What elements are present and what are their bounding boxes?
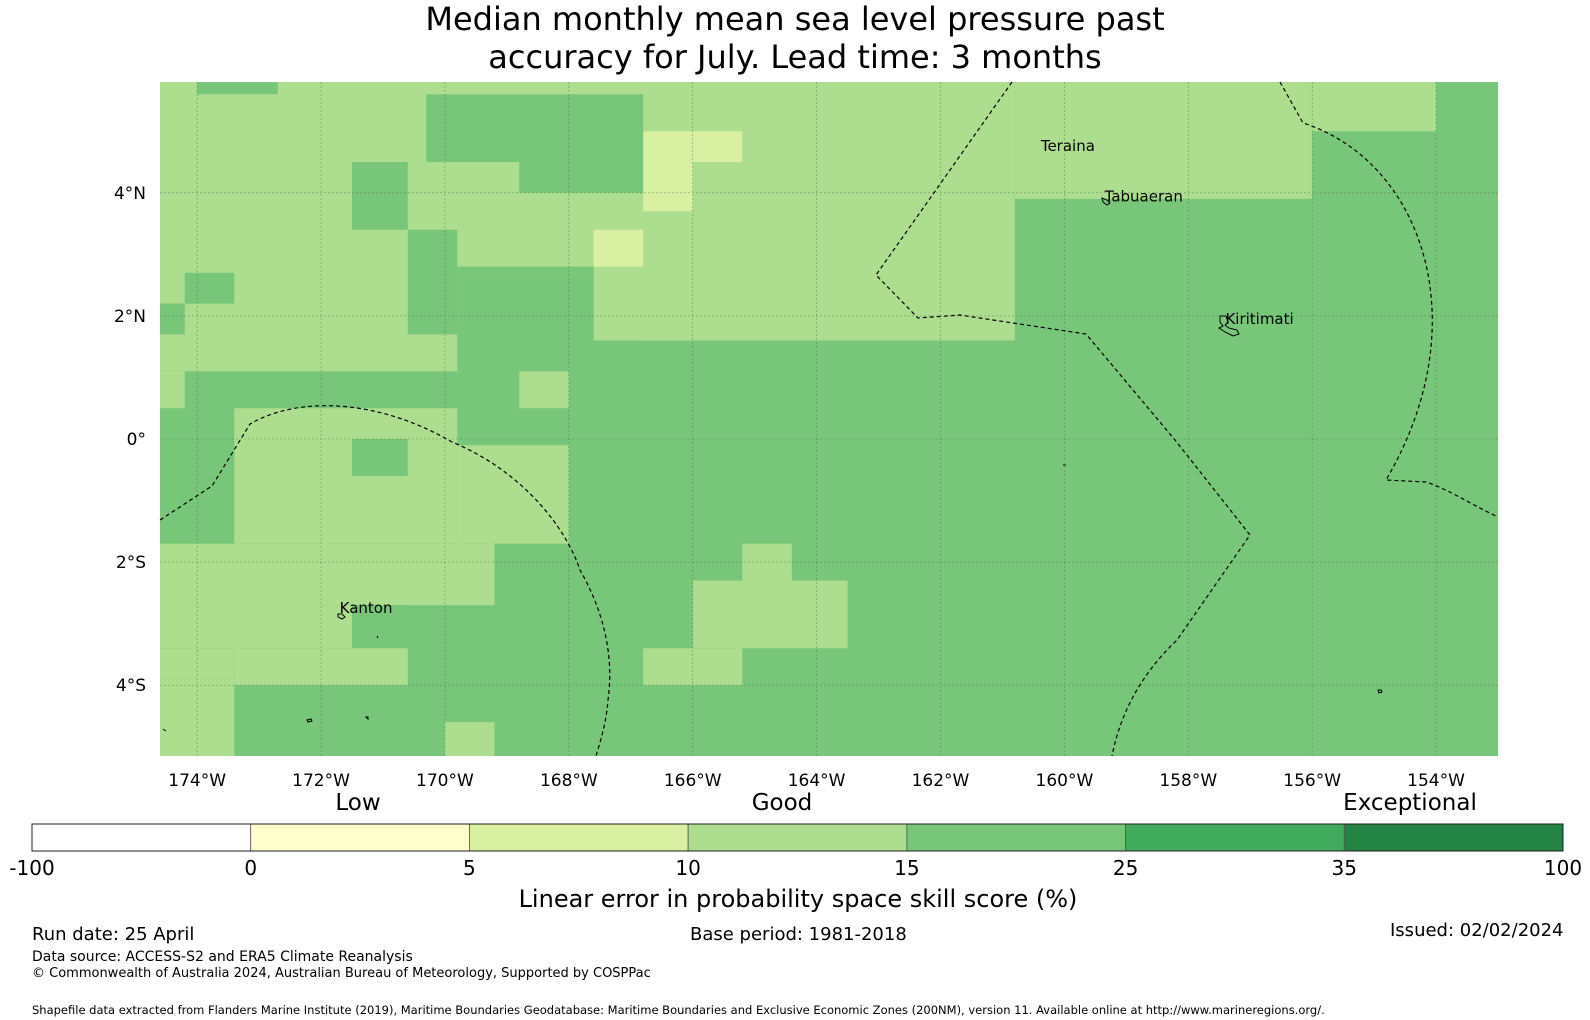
place-label-kiritimati: Kiritimati [1225, 310, 1293, 328]
skill-cell-17 [160, 340, 458, 372]
skill-cell-21 [457, 445, 569, 544]
small-island-2 [364, 716, 369, 721]
colorbar-bin-3 [687, 823, 908, 852]
small-island-4 [162, 728, 167, 732]
skill-cell-9 [407, 229, 458, 335]
skill-cell-5 [593, 229, 644, 267]
lon-tick-label: 174°W [168, 771, 226, 791]
small-island-1 [306, 718, 313, 723]
skill-cell-24 [742, 543, 792, 581]
data-source: Data source: ACCESS-S2 and ERA5 Climate … [32, 949, 413, 965]
colorbar-tick-label: 15 [894, 856, 919, 880]
axis-labels: 174°W 172°W 170°W 168°W 166°W 164°W 162°W 160°W… [114, 184, 1465, 791]
skill-cell-22 [352, 439, 408, 476]
skill-cell-4 [692, 131, 743, 163]
skill-cell-25 [692, 580, 848, 649]
skill-cell-23 [160, 543, 495, 606]
lat-tick-label: 4°N [114, 184, 146, 204]
skill-cell-10 [457, 266, 594, 273]
colorbar-bin-6 [1343, 823, 1564, 852]
kiritimati-island-outline [1218, 315, 1240, 337]
chart-title: Median monthly mean sea level pressure p… [0, 0, 1590, 76]
skill-cell-32 [444, 722, 495, 756]
lon-tick-label: 156°W [1283, 771, 1341, 791]
shapefile-note: Shapefile data extracted from Flanders M… [32, 1003, 1325, 1017]
skill-cell-7 [519, 162, 644, 193]
lon-tick-label: 160°W [1036, 771, 1094, 791]
lon-tick-label: 162°W [912, 771, 970, 791]
colorbar-frame [31, 823, 1564, 852]
title-line-1: Median monthly mean sea level pressure p… [425, 0, 1165, 38]
skill-cell-19 [519, 371, 569, 409]
skill-cell-6 [426, 94, 644, 163]
skill-cell-2 [1312, 82, 1437, 132]
base-period: Base period: 1981-2018 [690, 924, 907, 945]
skill-cell-14 [160, 303, 185, 335]
lon-tick-label: 172°W [292, 771, 350, 791]
colorbar-range-low: Low [335, 790, 380, 816]
lon-tick-label: 154°W [1407, 771, 1465, 791]
gridlines [160, 82, 1498, 756]
copyright: © Commonwealth of Australia 2024, Austra… [32, 966, 651, 981]
colorbar-tick-label: 35 [1332, 856, 1357, 880]
issued-date: Issued: 02/02/2024 [1390, 920, 1564, 941]
lon-tick-label: 158°W [1159, 771, 1217, 791]
skill-cell-13 [184, 272, 235, 304]
colorbar-tick-label: 25 [1113, 856, 1138, 880]
lon-tick-label: 166°W [664, 771, 722, 791]
colorbar-bin-1 [250, 823, 470, 852]
colorbar: -100 0 5 10 15 25 35 100 Low Good Exceptional Linea… [9, 790, 1582, 913]
skill-cell-27 [352, 605, 408, 649]
lon-tick-label: 168°W [540, 771, 598, 791]
skill-cell-18 [160, 371, 185, 409]
eez-boundary-phoenix-islands [159, 405, 611, 757]
eez-boundary-line-islands-east [1279, 81, 1497, 517]
colorbar-bin-5 [1125, 823, 1345, 852]
colorbar-tick-label: 5 [463, 856, 476, 880]
eez-boundary-line-islands-west [875, 81, 1251, 757]
lat-tick-label: 2°N [114, 307, 146, 327]
title-line-2: accuracy for July. Lead time: 3 months [488, 38, 1102, 76]
colorbar-label: Linear error in probability space skill … [519, 885, 1078, 913]
skill-cell-11 [457, 272, 594, 341]
colorbar-tick-label: 10 [675, 856, 700, 880]
colorbar-bin-4 [906, 823, 1126, 852]
skill-field [160, 82, 1498, 756]
colorbar-tick-label: -100 [9, 856, 54, 880]
place-labels: Teraina Tabuaeran Kiritimati Kanton [340, 137, 1294, 617]
place-label-teraina: Teraina [1040, 137, 1095, 155]
lat-tick-label: 4°S [116, 676, 146, 696]
small-island-3 [1377, 689, 1383, 694]
kanton-island-outline [337, 613, 346, 620]
small-island-6 [376, 635, 379, 639]
run-date: Run date: 25 April [32, 924, 195, 945]
skill-cell-3 [643, 131, 693, 212]
colorbar-bin-2 [469, 823, 689, 852]
lon-tick-label: 170°W [416, 771, 474, 791]
skill-cell-12 [197, 82, 278, 95]
lat-tick-label: 0° [127, 430, 146, 450]
skill-cell-16 [643, 297, 693, 341]
place-label-kanton: Kanton [340, 599, 393, 617]
teraina-island-outline [1101, 197, 1111, 206]
lat-tick-label: 2°S [116, 553, 146, 573]
colorbar-tick-label: 0 [244, 856, 257, 880]
skill-cell-8 [352, 162, 408, 230]
lon-tick-label: 164°W [788, 771, 846, 791]
skill-cell-20 [234, 408, 458, 544]
place-label-tabuaeran: Tabuaeran [1104, 187, 1183, 205]
colorbar-bin-0 [31, 823, 252, 852]
colorbar-range-exceptional: Exceptional [1343, 790, 1477, 816]
skill-cell-28 [160, 605, 353, 649]
colorbar-range-good: Good [752, 790, 813, 816]
island-outlines [162, 197, 1383, 732]
eez-boundaries [159, 81, 1497, 757]
colorbar-tick-label: 100 [1544, 856, 1582, 880]
